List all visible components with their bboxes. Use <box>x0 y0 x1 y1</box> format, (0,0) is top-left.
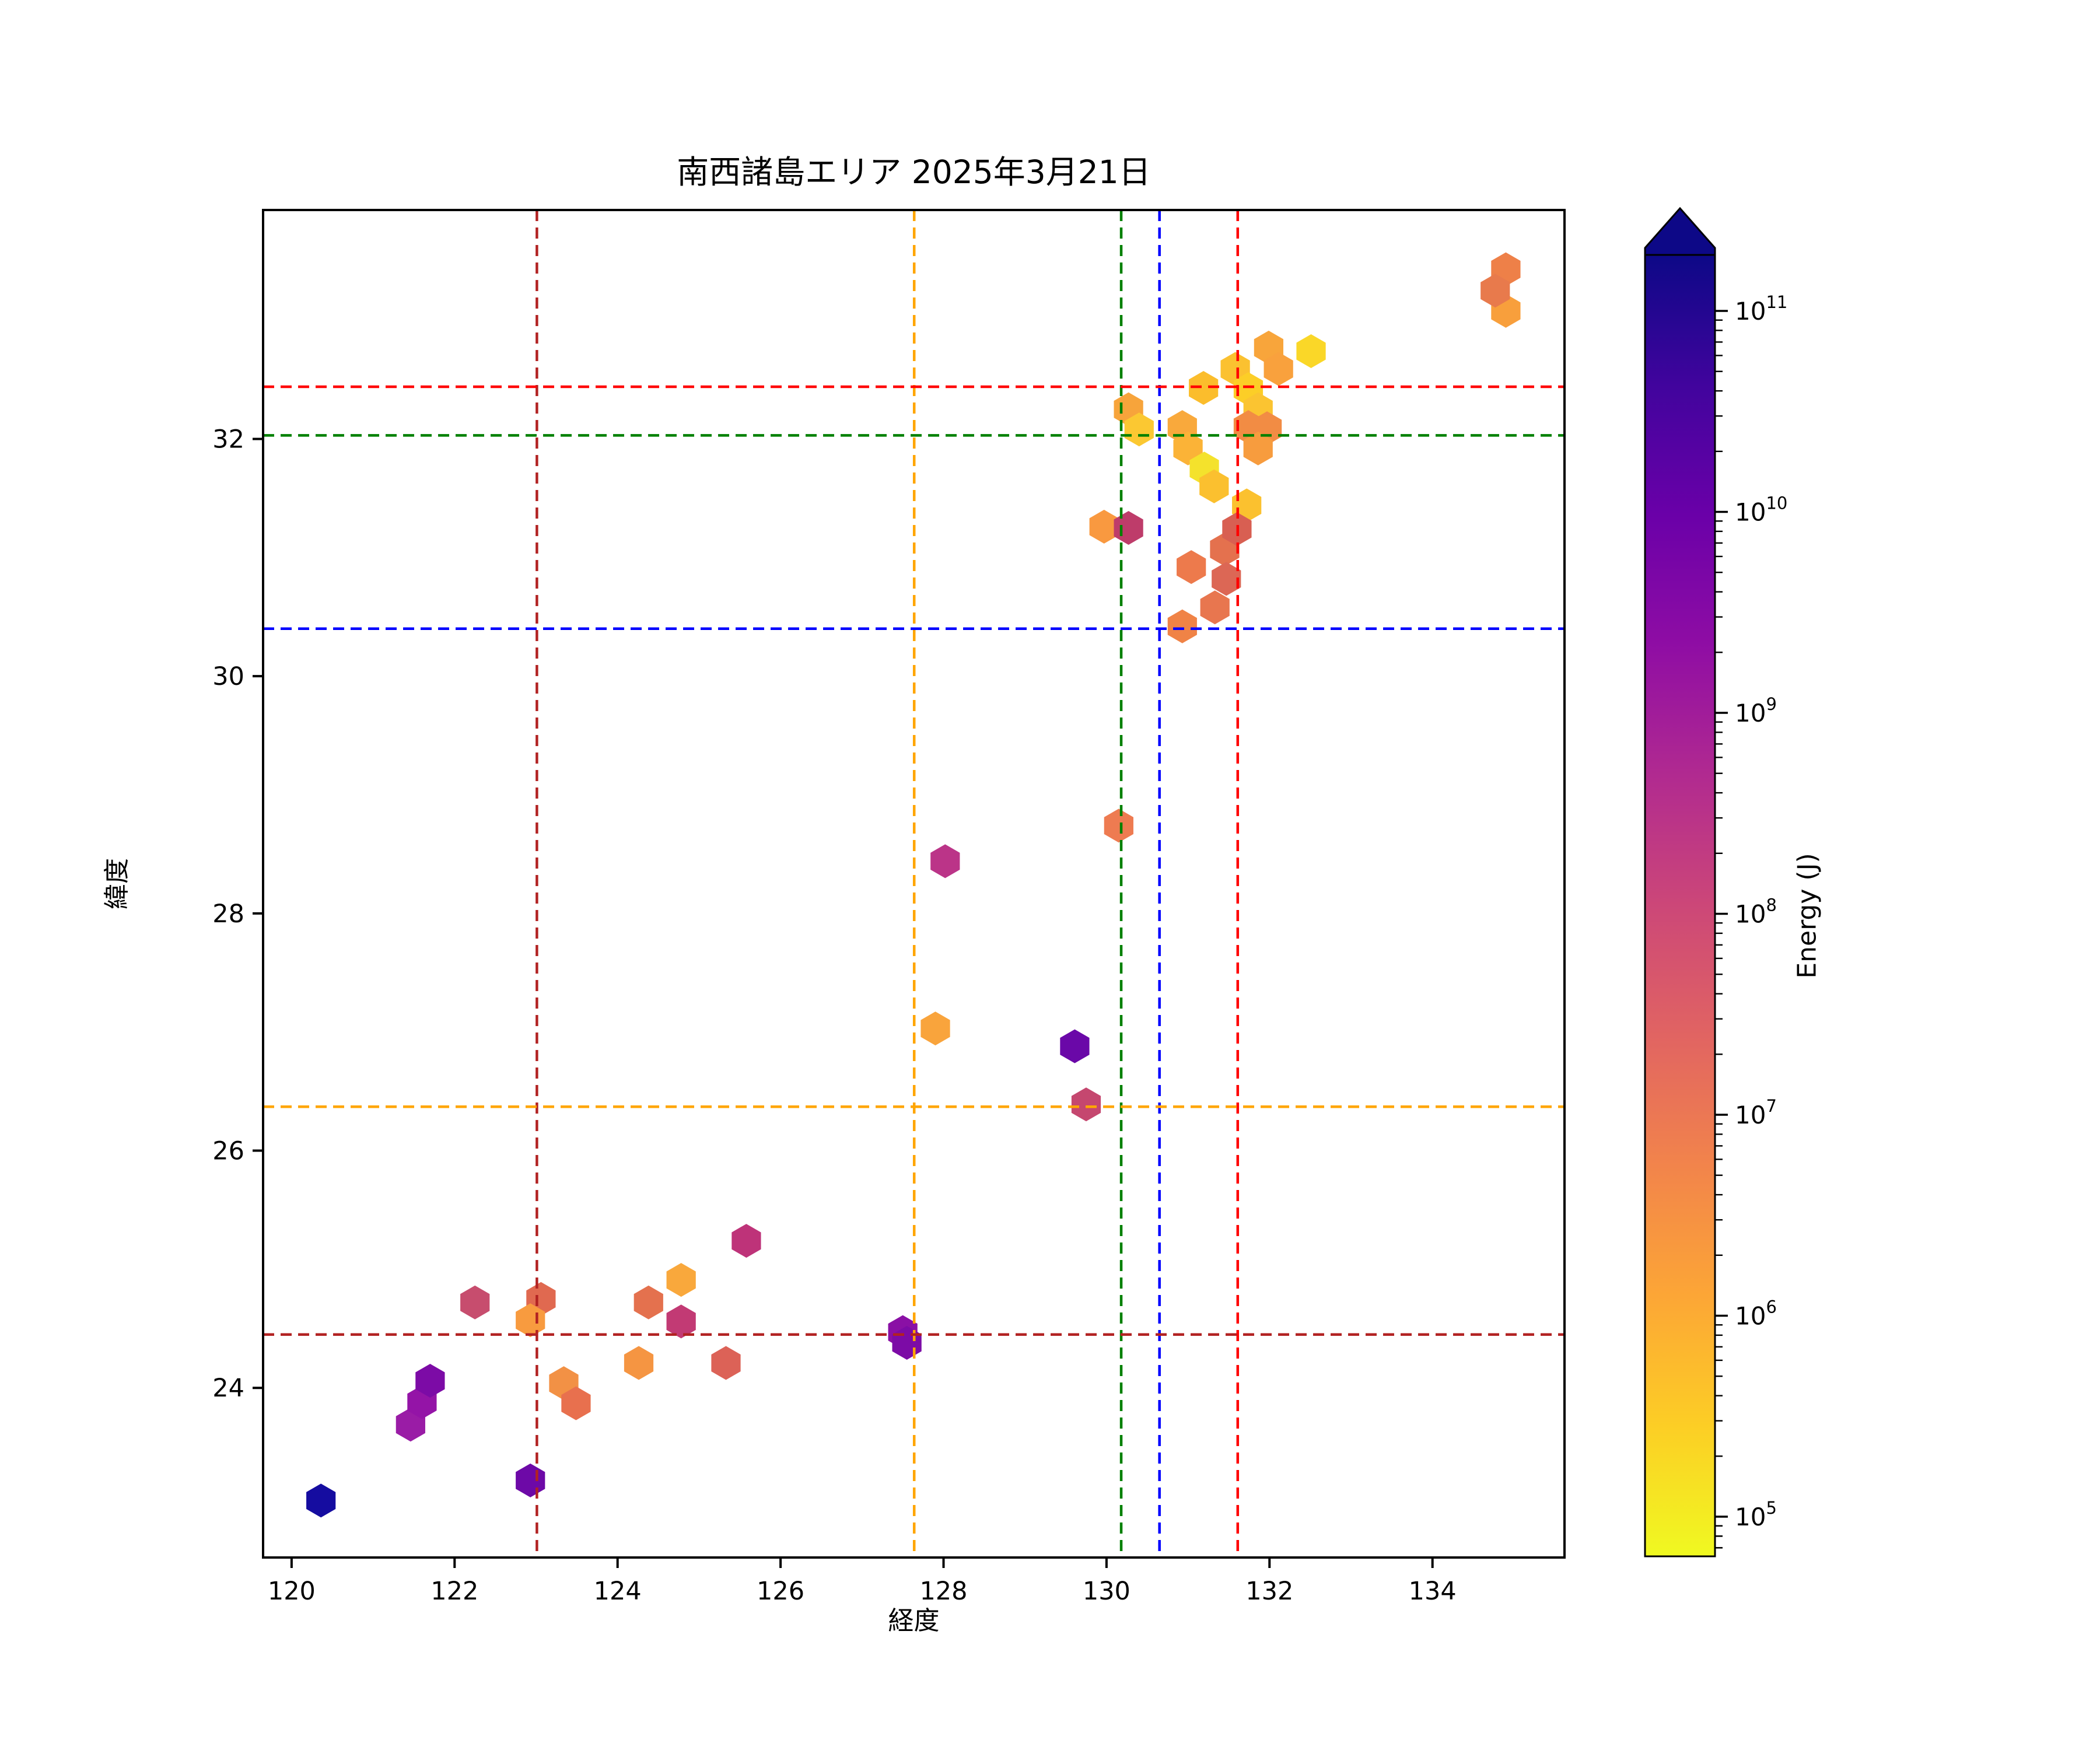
data-point-hexagon <box>306 1483 336 1518</box>
data-point-hexagon <box>1296 334 1326 368</box>
data-point-hexagon <box>624 1346 654 1380</box>
data-point-hexagon <box>1212 562 1241 596</box>
colorbar-label: Energy (J) <box>1792 853 1822 979</box>
data-point-hexagon <box>1243 431 1273 466</box>
data-point-hexagon <box>1071 1087 1101 1122</box>
y-tick-label: 28 <box>212 900 244 929</box>
plot-frame <box>262 209 1566 1559</box>
data-point-hexagon <box>516 1463 545 1497</box>
data-point-hexagon <box>732 1224 761 1258</box>
colorbar-tick-label: 108 <box>1735 895 1777 929</box>
data-point-hexagon <box>921 1012 950 1046</box>
colorbar-extend-arrow <box>1644 206 1716 256</box>
data-point-hexagon <box>1104 808 1133 843</box>
data-point-hexagon <box>1124 412 1154 447</box>
data-point-hexagon <box>1060 1029 1090 1063</box>
data-point-hexagon <box>1199 469 1229 503</box>
data-point-hexagon <box>561 1386 591 1420</box>
data-point-hexagon <box>516 1303 545 1338</box>
data-point-hexagon <box>666 1304 696 1339</box>
data-point-hexagon <box>711 1346 741 1380</box>
data-point-hexagon <box>460 1285 490 1320</box>
data-point-hexagon <box>1177 550 1206 584</box>
y-tick-label: 26 <box>212 1137 244 1166</box>
x-tick-label: 126 <box>757 1577 804 1606</box>
colorbar-tick-label: 1011 <box>1735 292 1787 326</box>
y-tick-label: 30 <box>212 662 244 691</box>
data-point-hexagon <box>1089 509 1119 544</box>
colorbar-tick-label: 109 <box>1735 694 1777 727</box>
colorbar-tick-label: 106 <box>1735 1297 1777 1331</box>
colorbar-tick-label: 107 <box>1735 1096 1777 1129</box>
x-tick-label: 134 <box>1409 1577 1457 1606</box>
data-point-hexagon <box>415 1364 445 1398</box>
x-axis-label: 経度 <box>888 1606 940 1636</box>
x-tick-label: 120 <box>268 1577 316 1606</box>
x-tick-label: 128 <box>919 1577 967 1606</box>
x-tick-label: 130 <box>1083 1577 1130 1606</box>
data-point-hexagon <box>930 844 960 878</box>
colorbar <box>1644 254 1716 1558</box>
data-point-hexagon <box>634 1285 663 1320</box>
data-point-hexagon <box>1264 352 1293 386</box>
colorbar-tick-label: 105 <box>1735 1498 1777 1531</box>
data-point-hexagon <box>1114 510 1143 545</box>
x-tick-label: 132 <box>1245 1577 1293 1606</box>
colorbar-tick-label: 1010 <box>1735 494 1787 527</box>
data-point-hexagon <box>1189 371 1219 405</box>
x-tick-label: 124 <box>594 1577 642 1606</box>
data-point-hexagon <box>1167 609 1197 643</box>
y-tick-label: 32 <box>212 425 244 454</box>
data-point-hexagon <box>1200 590 1230 625</box>
data-point-hexagon <box>666 1263 696 1297</box>
y-tick-label: 24 <box>212 1374 244 1403</box>
plot-title: 南西諸島エリア 2025年3月21日 <box>677 153 1151 191</box>
y-axis-label: 緯度 <box>102 858 132 909</box>
data-point-hexagon <box>1480 274 1510 308</box>
x-tick-label: 122 <box>430 1577 478 1606</box>
